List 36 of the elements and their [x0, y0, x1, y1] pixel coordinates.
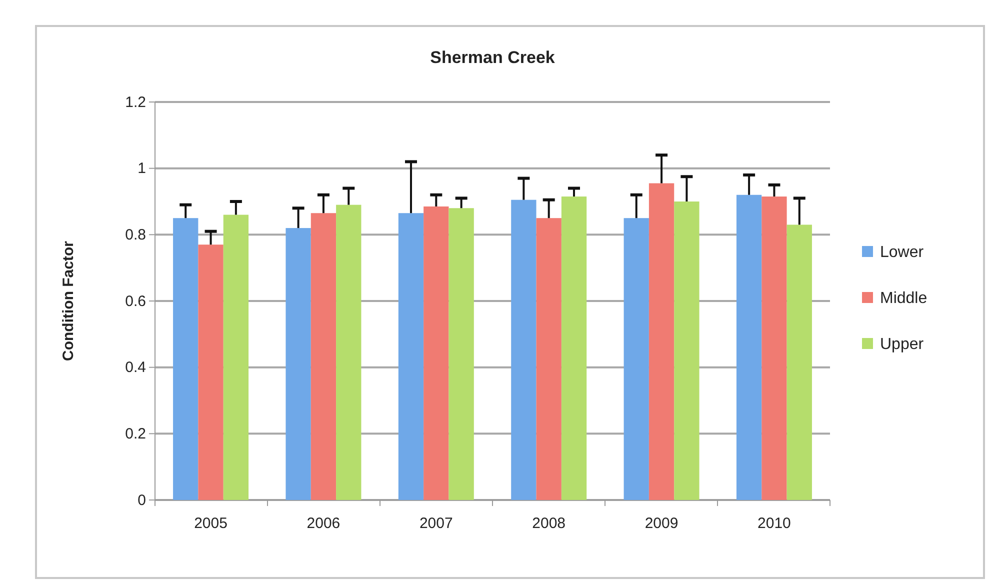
y-tick-label: 1 [138, 160, 146, 178]
chart-title: Sherman Creek [430, 48, 556, 67]
y-tick-label: 0 [138, 492, 146, 509]
bar [561, 196, 587, 500]
bar [424, 206, 449, 500]
bar [648, 183, 674, 500]
bar [736, 194, 762, 500]
x-tick-label: 2007 [419, 515, 453, 532]
bar [398, 213, 424, 500]
bar [511, 200, 536, 500]
bar [624, 218, 649, 500]
bar [762, 196, 787, 500]
bar [536, 218, 562, 500]
bar [786, 224, 812, 500]
bar [448, 208, 474, 500]
y-tick-label: 0.8 [125, 226, 146, 244]
y-tick-label: 0.2 [125, 425, 146, 442]
bar [223, 214, 249, 500]
bar [173, 218, 198, 500]
legend-label: Middle [880, 290, 928, 307]
y-tick-label: 1.2 [125, 94, 146, 111]
bar [310, 213, 336, 500]
x-tick-label: 2006 [306, 515, 340, 532]
y-tick-label: 0.4 [125, 359, 146, 376]
legend-label: Upper [880, 336, 924, 353]
bar [198, 244, 224, 500]
y-tick-label: 0.6 [125, 292, 146, 310]
x-tick-label: 2009 [644, 515, 678, 532]
y-axis-title: Condition Factor [60, 240, 77, 361]
x-tick-label: 2010 [758, 515, 791, 532]
x-tick-label: 2005 [194, 515, 228, 532]
legend-label: Lower [880, 244, 924, 261]
bar [674, 202, 700, 500]
bar [286, 228, 311, 500]
bar [336, 204, 362, 500]
x-tick-label: 2008 [532, 515, 566, 532]
